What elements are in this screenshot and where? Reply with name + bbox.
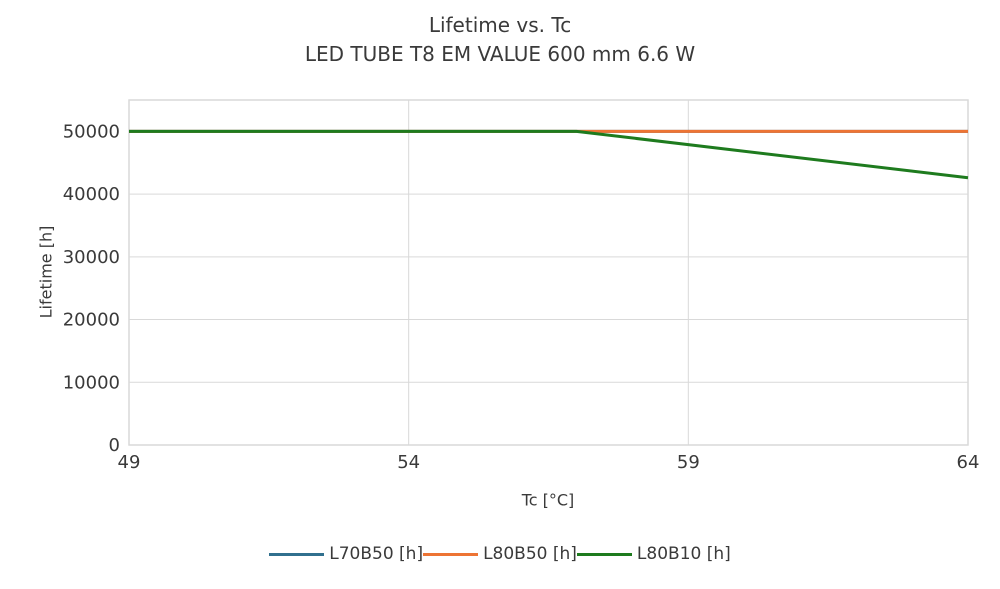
legend-label-l70b50: L70B50 [h] — [329, 544, 424, 564]
chart-title-block: Lifetime vs. Tc LED TUBE T8 EM VALUE 600… — [0, 11, 1000, 69]
legend-item-l80b10: L80B10 [h] — [576, 544, 731, 564]
legend-item-l70b50: L70B50 [h] — [269, 544, 423, 564]
x-tick-label: 59 — [677, 452, 700, 473]
legend-label-l80b50: L80B50 [h] — [483, 544, 577, 564]
y-tick-label: 10000 — [63, 372, 120, 393]
x-tick-label: 64 — [957, 452, 980, 473]
legend: L70B50 [h] L80B50 [h] L80B10 [h] — [0, 544, 1000, 564]
legend-swatch-l70b50 — [269, 552, 325, 556]
legend-item-l80b50: L80B50 [h] — [423, 544, 577, 564]
y-tick-label: 40000 — [63, 184, 120, 205]
y-tick-label: 50000 — [63, 121, 120, 142]
series-line-l80b10 — [129, 129, 969, 180]
chart-subtitle: LED TUBE T8 EM VALUE 600 mm 6.6 W — [304, 42, 696, 66]
x-tick-label: 54 — [397, 452, 420, 473]
y-axis-label: Lifetime [h] — [36, 225, 56, 319]
legend-swatch-l80b10 — [576, 552, 632, 556]
y-tick-label: 0 — [109, 435, 120, 456]
x-axis-label: Tc [°C] — [521, 490, 575, 510]
plot-frame — [128, 99, 969, 446]
chart-title: Lifetime vs. Tc — [428, 13, 572, 37]
y-tick-label: 30000 — [63, 247, 120, 268]
y-tick-label: 20000 — [63, 310, 120, 331]
legend-swatch-l80b50 — [423, 552, 479, 556]
legend-label-l80b10: L80B10 [h] — [636, 544, 731, 564]
x-tick-label: 49 — [118, 452, 141, 473]
